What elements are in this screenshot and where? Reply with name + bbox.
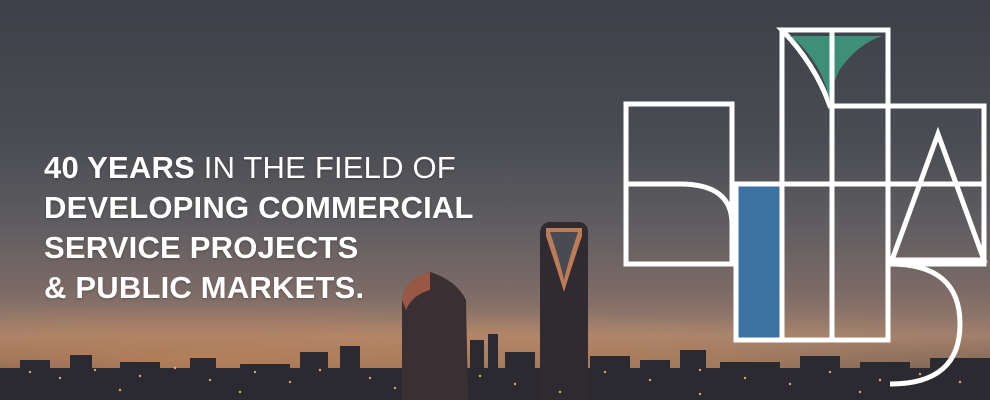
headline-line-4: & PUBLIC MARKETS. (44, 270, 365, 305)
logo-blue-bar (736, 184, 782, 340)
hero-headline: 40 YEARS IN THE FIELD OF DEVELOPING COMM… (44, 148, 474, 308)
headline-highlight: 40 YEARS (44, 150, 195, 185)
skyline-buildings (0, 334, 990, 400)
headline-line-3: SERVICE PROJECTS (44, 230, 359, 265)
kingdom-tower-icon (540, 222, 588, 400)
headline-line-1-rest: IN THE FIELD OF (194, 150, 456, 185)
city-lights (28, 366, 962, 396)
geometric-logo-icon (623, 27, 988, 387)
headline-line-1: 40 YEARS IN THE FIELD OF (44, 148, 474, 188)
headline-line-2: DEVELOPING COMMERCIAL (44, 190, 474, 225)
curved-tower (402, 272, 468, 400)
